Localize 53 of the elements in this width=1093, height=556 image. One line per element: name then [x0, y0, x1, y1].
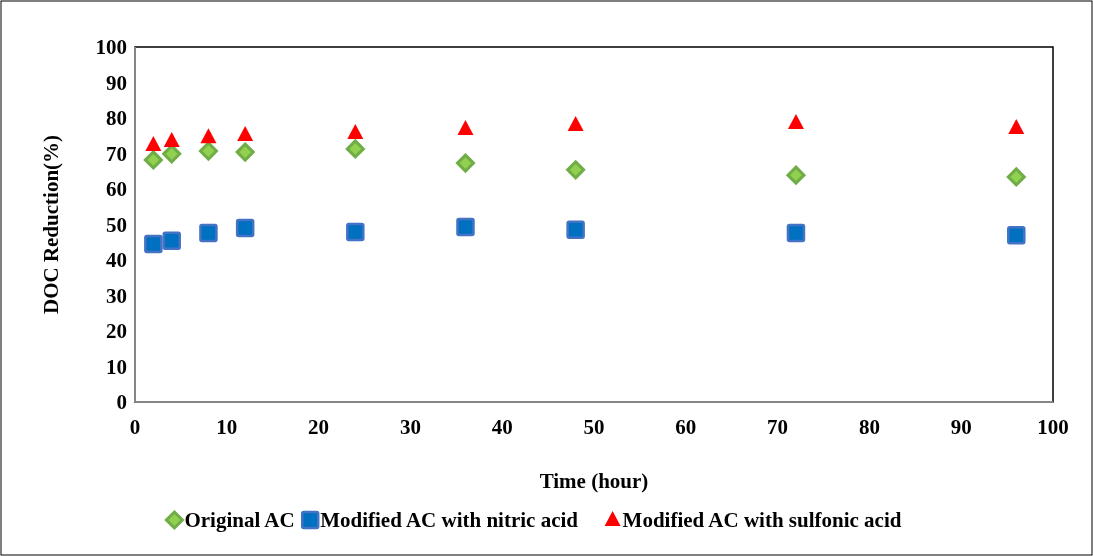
point	[567, 116, 584, 132]
y-tick-label: 80	[106, 106, 127, 131]
point	[198, 141, 218, 161]
y-axis-title: DOC Reduction(%)	[39, 134, 63, 315]
legend-label: Modified AC with nitric acid	[320, 508, 579, 532]
y-tick-label: 0	[116, 390, 127, 415]
y-tick-label: 10	[106, 354, 127, 379]
x-tick-label: 10	[216, 415, 238, 439]
x-tick-label: 70	[767, 415, 789, 439]
point	[143, 150, 163, 170]
y-tick-label: 70	[106, 141, 127, 166]
point	[163, 132, 180, 148]
x-tick-label: 40	[491, 415, 513, 439]
point	[199, 223, 218, 243]
point	[1008, 118, 1025, 134]
x-tick-label: 100	[1037, 415, 1069, 439]
point	[786, 165, 806, 185]
point	[787, 113, 804, 129]
x-tick-label: 30	[399, 415, 421, 439]
point	[347, 123, 364, 139]
point	[1006, 167, 1026, 187]
x-axis-title: Time (hour)	[539, 469, 649, 493]
x-tick-label: 60	[675, 415, 697, 439]
point	[235, 218, 255, 238]
x-tick-label: 50	[583, 415, 605, 439]
point	[237, 126, 254, 142]
point	[456, 217, 475, 237]
point	[346, 222, 365, 242]
point	[345, 139, 365, 159]
x-tick-label: 90	[950, 415, 972, 439]
y-tick-label: 20	[106, 319, 127, 344]
y-tick-label: 30	[106, 283, 127, 308]
point	[144, 234, 163, 254]
x-tick-label: 80	[858, 415, 880, 439]
point	[1007, 225, 1026, 245]
legend-label: Original AC	[184, 508, 295, 532]
y-tick-label: 100	[95, 35, 127, 60]
y-tick-label: 60	[106, 177, 127, 202]
point	[786, 223, 806, 243]
y-tick-label: 40	[106, 248, 127, 273]
point	[455, 153, 475, 173]
y-tick-label: 90	[106, 70, 127, 95]
legend-label: Modified AC with sulfonic acid	[622, 508, 902, 532]
y-tick-label: 50	[106, 212, 127, 237]
point	[200, 128, 217, 144]
x-tick-label: 20	[308, 415, 330, 439]
point	[235, 142, 255, 162]
point	[457, 120, 474, 136]
point	[162, 231, 181, 251]
point	[145, 135, 162, 151]
point	[566, 220, 585, 240]
point	[566, 160, 586, 180]
point	[162, 144, 182, 164]
